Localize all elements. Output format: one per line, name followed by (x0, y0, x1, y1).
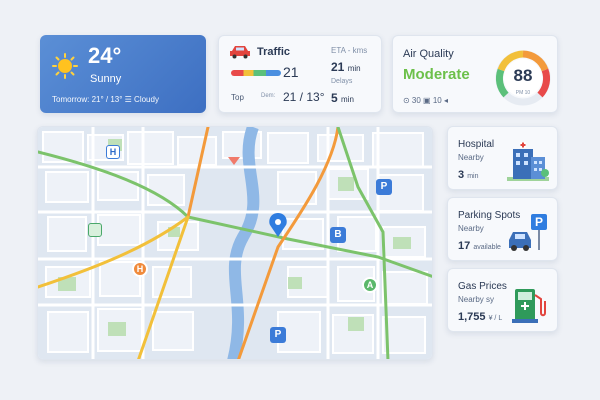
traffic-title: Traffic (257, 46, 291, 58)
sun-icon (52, 53, 78, 79)
gas-value: 1,755 ¥ / L (458, 311, 502, 323)
delays-label: Delays (331, 78, 353, 85)
hospital-building-icon (507, 142, 549, 181)
parking-card[interactable]: Parking Spots Nearby 17 available P (447, 197, 558, 261)
parking-value: 17 available (458, 240, 501, 252)
traffic-top-label: Top (231, 93, 244, 102)
aqi-gauge (495, 50, 551, 106)
map-marker-hospital[interactable]: H (106, 145, 120, 159)
gas-pump-icon (512, 289, 546, 323)
hospital-subtitle: Nearby (458, 153, 484, 162)
traffic-current: 21 (283, 64, 299, 80)
parking-number: 17 (458, 240, 471, 252)
air-quality-status: Moderate (403, 66, 470, 83)
map-marker-bus[interactable]: B (330, 227, 346, 243)
aqi-value: 88 (513, 66, 533, 85)
gas-title: Gas Prices (458, 281, 507, 292)
traffic-top-value: 21 / 13° (283, 90, 325, 104)
map-marker-transit-icon[interactable] (88, 223, 102, 237)
hospital-title: Hospital (458, 139, 495, 150)
eta-label: ETA - kms (331, 46, 368, 55)
weather-condition: Sunny (90, 73, 122, 85)
location-pin-icon[interactable] (269, 213, 287, 237)
parking-subtitle: Nearby (458, 224, 484, 233)
delays-unit: min (341, 95, 354, 104)
traffic-bar (231, 70, 281, 76)
delays-value: 5 min (331, 91, 354, 105)
eta-number: 21 (331, 60, 345, 74)
eta-unit: min (347, 64, 361, 73)
aqi-gauge-label: PM 10 (515, 90, 531, 96)
hospital-unit: min (467, 173, 479, 180)
delays-number: 5 (331, 91, 338, 105)
traffic-card[interactable]: Traffic 21 Top Dem: 21 / 13° ETA - kms 2… (218, 35, 382, 113)
city-map[interactable]: H P B A H P (37, 126, 433, 360)
gas-unit: ¥ / L (488, 315, 503, 322)
map-marker-hospital-orange[interactable]: H (132, 261, 148, 277)
parking-icon: P (509, 214, 547, 251)
map-marker-attraction[interactable]: A (362, 277, 378, 293)
poi-marker-icon[interactable] (228, 157, 240, 165)
map-canvas[interactable] (38, 127, 433, 360)
svg-text:P: P (535, 215, 543, 229)
car-icon (230, 46, 250, 59)
tomorrow-forecast: Tomorrow: 21° / 13° ☰ Cloudy (52, 95, 159, 104)
gas-number: 1,755 (458, 311, 486, 323)
air-quality-card[interactable]: Air Quality Moderate ⊙ 30 ▣ 10 ◂ 88 PM 1… (392, 35, 558, 113)
parking-unit: available (473, 244, 501, 251)
weather-card[interactable]: 24° Sunny Tomorrow: 21° / 13° ☰ Cloudy (40, 35, 206, 113)
parking-title: Parking Spots (458, 210, 521, 221)
map-marker-parking-2[interactable]: P (270, 327, 286, 343)
gas-subtitle: Nearby sy (458, 295, 495, 304)
eta-value: 21 min (331, 60, 361, 74)
hospital-value: 3 min (458, 169, 478, 181)
air-quality-title: Air Quality (403, 48, 454, 60)
temperature: 24° (88, 43, 122, 68)
hospital-number: 3 (458, 169, 465, 181)
traffic-top-sub: Dem: (261, 93, 276, 99)
hospital-card[interactable]: Hospital Nearby 3 min (447, 126, 558, 190)
map-marker-parking[interactable]: P (376, 179, 392, 195)
gas-prices-card[interactable]: Gas Prices Nearby sy 1,755 ¥ / L (447, 268, 558, 332)
air-quality-footer: ⊙ 30 ▣ 10 ◂ (403, 96, 448, 105)
